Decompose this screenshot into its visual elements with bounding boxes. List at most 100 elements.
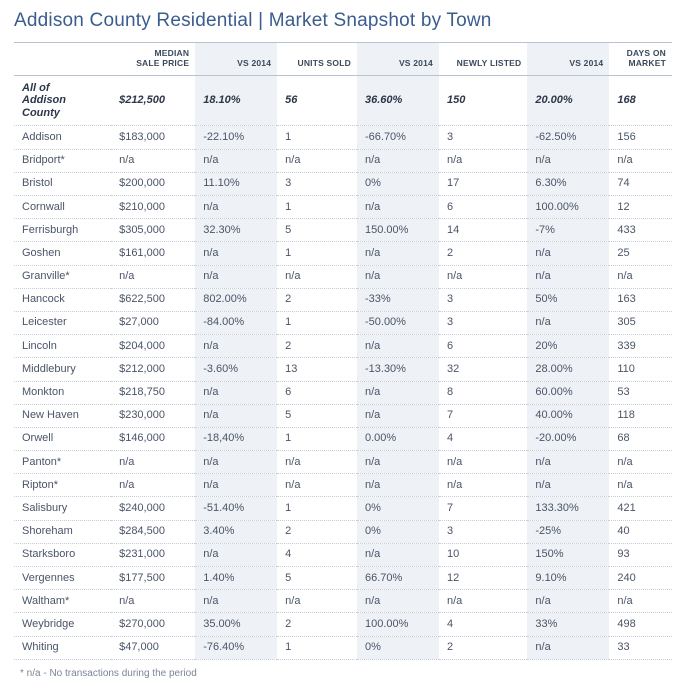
footnote: * n/a - No transactions during the perio…	[14, 668, 672, 679]
cell-town: Lincoln	[14, 335, 111, 358]
cell-vs3: 28.00%	[527, 358, 609, 381]
table-row: Hancock$622,500802.00%2-33%350%163	[14, 288, 672, 311]
cell-median: n/a	[111, 265, 195, 288]
cell-vs3: 9.10%	[527, 567, 609, 590]
table-row: Cornwall$210,000n/a1n/a6100.00%12	[14, 196, 672, 219]
cell-vs2: n/a	[357, 404, 439, 427]
cell-listed: 32	[439, 358, 527, 381]
cell-town: Leicester	[14, 311, 111, 334]
cell-vs2: 0.00%	[357, 427, 439, 450]
cell-dom: n/a	[609, 590, 672, 613]
cell-vs1: -51.40%	[195, 497, 277, 520]
cell-town: Salisbury	[14, 497, 111, 520]
cell-median: $218,750	[111, 381, 195, 404]
cell-vs3: n/a	[527, 474, 609, 497]
cell-vs3: 20%	[527, 335, 609, 358]
cell-dom: n/a	[609, 474, 672, 497]
cell-vs2: 66.70%	[357, 567, 439, 590]
cell-town: Shoreham	[14, 520, 111, 543]
cell-town: Ripton*	[14, 474, 111, 497]
cell-dom: 33	[609, 636, 672, 659]
cell-listed: n/a	[439, 265, 527, 288]
cell-dom: 156	[609, 126, 672, 149]
cell-vs1: 3.40%	[195, 520, 277, 543]
cell-vs2: n/a	[357, 381, 439, 404]
cell-vs3: n/a	[527, 311, 609, 334]
cell-listed: 3	[439, 288, 527, 311]
cell-median: $284,500	[111, 520, 195, 543]
cell-town: Middlebury	[14, 358, 111, 381]
cell-vs2: -33%	[357, 288, 439, 311]
cell-vs3: 100.00%	[527, 196, 609, 219]
cell-units: 5	[277, 219, 357, 242]
cell-median: $212,500	[111, 75, 195, 126]
cell-vs1: 18.10%	[195, 75, 277, 126]
table-row: New Haven$230,000n/a5n/a740.00%118	[14, 404, 672, 427]
cell-dom: 163	[609, 288, 672, 311]
cell-listed: 12	[439, 567, 527, 590]
table-row: Salisbury$240,000-51.40%10%7133.30%421	[14, 497, 672, 520]
cell-listed: 2	[439, 242, 527, 265]
cell-listed: 3	[439, 126, 527, 149]
table-row: Ripton*n/an/an/an/an/an/an/a	[14, 474, 672, 497]
cell-vs1: n/a	[195, 149, 277, 172]
cell-town: Granville*	[14, 265, 111, 288]
table-row-total: All ofAddison County $212,500 18.10% 56 …	[14, 75, 672, 126]
cell-dom: 339	[609, 335, 672, 358]
cell-vs2: n/a	[357, 265, 439, 288]
cell-dom: 433	[609, 219, 672, 242]
cell-vs3: 40.00%	[527, 404, 609, 427]
cell-dom: 305	[609, 311, 672, 334]
cell-vs3: n/a	[527, 242, 609, 265]
cell-units: 1	[277, 242, 357, 265]
snapshot-table: MEDIANSALE PRICE VS 2014 UNITS SOLD VS 2…	[14, 42, 672, 660]
cell-listed: 150	[439, 75, 527, 126]
cell-units: n/a	[277, 149, 357, 172]
cell-median: n/a	[111, 149, 195, 172]
col-town	[14, 43, 111, 76]
cell-dom: 74	[609, 172, 672, 195]
cell-listed: 6	[439, 335, 527, 358]
cell-median: $210,000	[111, 196, 195, 219]
table-row: Granville*n/an/an/an/an/an/an/a	[14, 265, 672, 288]
cell-median: $200,000	[111, 172, 195, 195]
cell-vs1: -18,40%	[195, 427, 277, 450]
table-row: Whiting$47,000-76.40%10%2n/a33	[14, 636, 672, 659]
cell-vs3: 33%	[527, 613, 609, 636]
cell-median: n/a	[111, 474, 195, 497]
cell-median: $231,000	[111, 543, 195, 566]
cell-vs2: 0%	[357, 497, 439, 520]
table-row: Middlebury$212,000-3.60%13-13.30%3228.00…	[14, 358, 672, 381]
table-row: Weybridge$270,00035.00%2100.00%433%498	[14, 613, 672, 636]
col-listed: NEWLY LISTED	[439, 43, 527, 76]
table-row: Vergennes$177,5001.40%566.70%129.10%240	[14, 567, 672, 590]
cell-dom: n/a	[609, 265, 672, 288]
cell-units: 2	[277, 520, 357, 543]
cell-vs3: 133.30%	[527, 497, 609, 520]
cell-units: n/a	[277, 265, 357, 288]
cell-median: $212,000	[111, 358, 195, 381]
col-vs2014-3: VS 2014	[527, 43, 609, 76]
cell-listed: 3	[439, 520, 527, 543]
cell-vs2: n/a	[357, 335, 439, 358]
cell-vs1: 11.10%	[195, 172, 277, 195]
table-row: Goshen$161,000n/a1n/a2n/a25	[14, 242, 672, 265]
cell-vs1: 32.30%	[195, 219, 277, 242]
cell-units: 1	[277, 497, 357, 520]
cell-vs3: -20.00%	[527, 427, 609, 450]
cell-town: Goshen	[14, 242, 111, 265]
cell-town: Cornwall	[14, 196, 111, 219]
cell-median: $230,000	[111, 404, 195, 427]
cell-vs3: 150%	[527, 543, 609, 566]
cell-town: Monkton	[14, 381, 111, 404]
cell-dom: 68	[609, 427, 672, 450]
col-median: MEDIANSALE PRICE	[111, 43, 195, 76]
cell-vs1: 1.40%	[195, 567, 277, 590]
cell-median: $240,000	[111, 497, 195, 520]
cell-median: $47,000	[111, 636, 195, 659]
col-units: UNITS SOLD	[277, 43, 357, 76]
table-row: Bridport*n/an/an/an/an/an/an/a	[14, 149, 672, 172]
cell-median: $204,000	[111, 335, 195, 358]
cell-vs1: -76.40%	[195, 636, 277, 659]
cell-listed: 4	[439, 427, 527, 450]
